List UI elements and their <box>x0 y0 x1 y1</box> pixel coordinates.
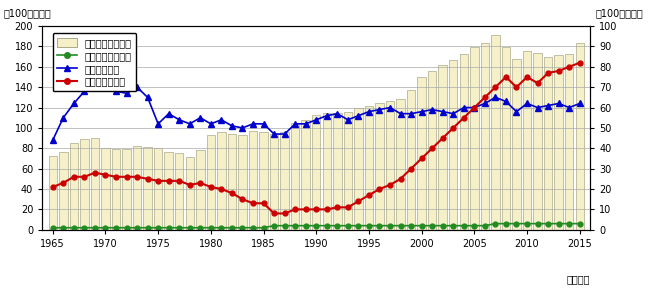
Bar <box>270 134 278 230</box>
Bar <box>144 147 152 230</box>
Bar <box>154 148 162 230</box>
Bar <box>164 152 173 230</box>
Bar <box>480 43 489 230</box>
Bar <box>523 50 531 230</box>
Bar <box>322 113 331 230</box>
Bar <box>59 152 68 230</box>
Bar <box>227 134 236 230</box>
Bar <box>439 65 447 230</box>
Bar <box>291 123 300 230</box>
Bar <box>428 71 436 230</box>
Bar <box>101 148 110 230</box>
Bar <box>565 53 573 230</box>
Bar <box>259 132 268 230</box>
Bar <box>396 99 405 230</box>
Bar <box>375 103 383 230</box>
Bar <box>49 157 57 230</box>
Bar <box>534 53 542 230</box>
Text: （年度）: （年度） <box>567 274 590 285</box>
Bar <box>365 105 373 230</box>
Bar <box>354 108 363 230</box>
Bar <box>280 132 289 230</box>
Bar <box>70 143 78 230</box>
Bar <box>196 150 205 230</box>
Bar <box>407 90 415 230</box>
Bar <box>512 59 521 230</box>
Bar <box>460 53 468 230</box>
Bar <box>249 131 257 230</box>
Bar <box>112 149 120 230</box>
Bar <box>80 139 88 230</box>
Bar <box>185 157 194 230</box>
Bar <box>417 77 426 230</box>
Bar <box>302 120 310 230</box>
Text: （100万トン）: （100万トン） <box>4 8 51 18</box>
Bar <box>175 153 183 230</box>
Bar <box>133 146 141 230</box>
Bar <box>554 55 563 230</box>
Text: （100万トン）: （100万トン） <box>596 8 644 18</box>
Bar <box>239 135 247 230</box>
Bar <box>386 102 395 230</box>
Bar <box>312 115 320 230</box>
Bar <box>344 112 352 230</box>
Bar <box>491 35 500 230</box>
Bar <box>575 43 584 230</box>
Bar <box>217 132 226 230</box>
Bar <box>470 48 478 230</box>
Bar <box>333 113 341 230</box>
Bar <box>91 138 99 230</box>
Legend: 総販売量（左軸）, 穂業土石（右軸）, 鉄銅（右軸）, 電気業（右軸）: 総販売量（左軸）, 穂業土石（右軸）, 鉄銅（右軸）, 電気業（右軸） <box>53 33 136 91</box>
Bar <box>207 135 215 230</box>
Bar <box>122 149 131 230</box>
Bar <box>449 60 458 230</box>
Bar <box>544 57 552 230</box>
Bar <box>502 48 510 230</box>
